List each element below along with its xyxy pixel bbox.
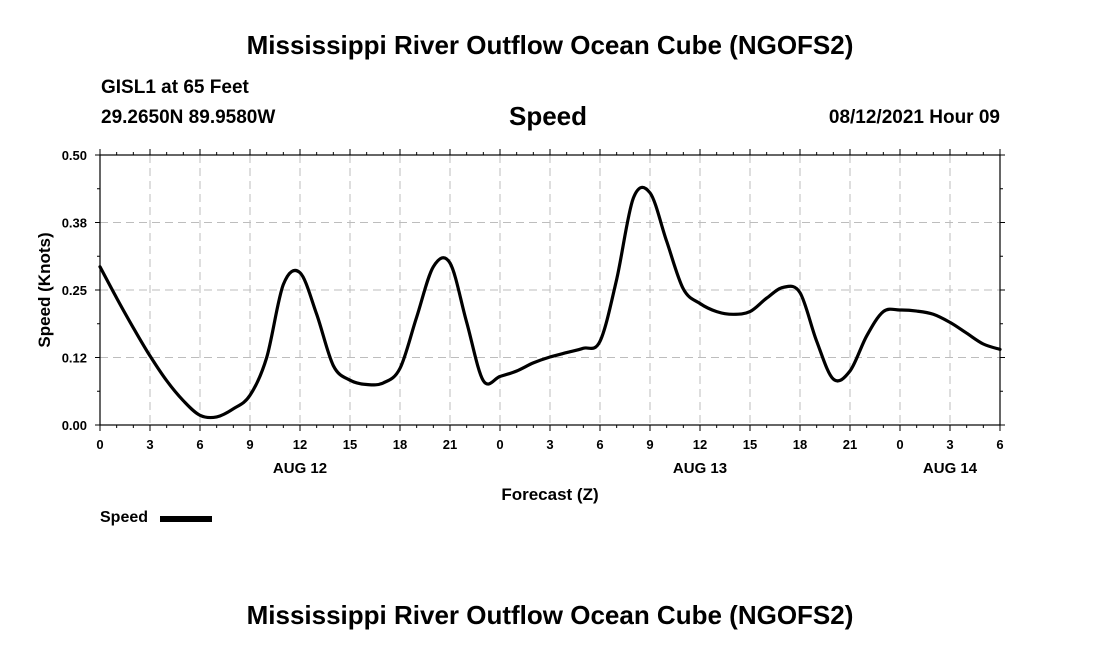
x-axis-label: Forecast (Z) [501, 485, 598, 504]
y-tick-label: 0.50 [62, 148, 87, 163]
x-tick-label: 21 [843, 437, 857, 452]
date-label: AUG 12 [273, 460, 327, 477]
grid-layer [100, 155, 1000, 425]
x-tick-label: 21 [443, 437, 457, 452]
y-tick-label: 0.00 [62, 418, 87, 433]
station-label: GISL1 at 65 Feet [101, 77, 249, 98]
x-tick-label: 12 [693, 437, 707, 452]
x-tick-label: 0 [496, 437, 503, 452]
y-tick-label: 0.25 [62, 283, 87, 298]
x-tick-label: 18 [393, 437, 407, 452]
x-tick-label: 3 [546, 437, 553, 452]
date-label: AUG 14 [923, 460, 978, 477]
label-layer: 0.00 0.12 0.25 0.38 0.50 0 3 6 9 12 15 18 21 0 3 6 9 12 15… [62, 148, 1004, 477]
plot-frame [99, 154, 1001, 426]
x-tick-label: 6 [196, 437, 203, 452]
x-tick-label: 15 [343, 437, 357, 452]
y-tick-label: 0.38 [62, 216, 87, 231]
x-tick-label: 6 [596, 437, 603, 452]
footer-title: Mississippi River Outflow Ocean Cube (NG… [246, 600, 854, 630]
variable-title: Speed [509, 101, 588, 131]
date-label: AUG 13 [673, 460, 727, 477]
x-tick-label: 9 [646, 437, 653, 452]
x-tick-label: 18 [793, 437, 807, 452]
station-coordinates: 29.2650N 89.9580W [101, 107, 276, 128]
forecast-timestamp: 08/12/2021 Hour 09 [828, 107, 1000, 128]
speed-series-line [98, 185, 1002, 420]
legend-line-swatch [160, 516, 212, 522]
legend-label: Speed [100, 509, 149, 526]
x-tick-label: 0 [96, 437, 103, 452]
x-tick-label: 0 [896, 437, 903, 452]
x-tick-label: 3 [946, 437, 953, 452]
y-axis-label: Speed (Knots) [35, 232, 54, 347]
x-tick-label: 15 [743, 437, 757, 452]
chart-title: Mississippi River Outflow Ocean Cube (NG… [246, 30, 854, 60]
x-tick-label: 12 [293, 437, 307, 452]
x-tick-label: 6 [996, 437, 1003, 452]
x-tick-label: 9 [246, 437, 253, 452]
y-tick-label: 0.12 [62, 351, 87, 366]
x-tick-label: 3 [146, 437, 153, 452]
